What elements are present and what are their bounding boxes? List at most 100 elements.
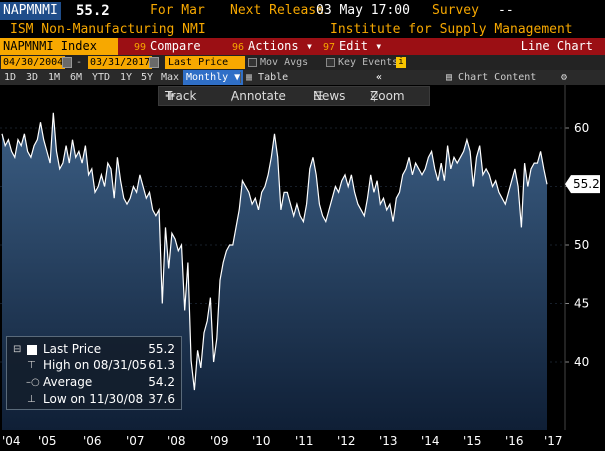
x-tick-label: '08 [167,434,186,448]
period-1m[interactable]: 1M [48,72,61,83]
high-icon: ⊤ [27,360,36,371]
legend-high: ⊤ High on 08/31/05 61.3 [7,357,183,374]
calendar-icon[interactable] [62,57,72,68]
x-tick-label: '11 [295,434,314,448]
last-value-tag: 55.2 [565,175,600,194]
next-release-label: Next Release [230,3,324,18]
legend-low: ⊥ Low on 11/30/08 37.6 [7,391,183,408]
legend-value: 61.3 [148,358,175,372]
annotate-label: Annotate [231,89,286,103]
x-tick-label: '06 [83,434,102,448]
legend-value: 55.2 [148,342,175,356]
edit-label: Edit ▾ [339,39,383,53]
collapse-icon[interactable]: « [376,72,383,83]
ticker-symbol[interactable]: NAPMNMI [0,2,61,20]
chart-type-label: Line Chart [520,39,593,53]
chart-content-icon: ▤ [446,72,459,83]
chart-legend[interactable]: ⊟ Last Price 55.2 ⊤ High on 08/31/05 61.… [6,336,182,410]
security-header: NAPMNMI 55.2 For Mar Next Release 03 May… [0,0,605,22]
period-label: For Mar [150,3,205,18]
actions-number: 96 [232,42,245,53]
chart-content-button[interactable]: ▤ Chart Content [446,70,536,85]
survey-label: Survey [432,3,479,18]
compare-button[interactable]: 99 Compare [134,38,201,55]
gear-icon[interactable]: ⚙ [561,72,568,83]
price-field-select[interactable]: Last Price [165,56,245,69]
period-1d[interactable]: 1D [4,72,17,83]
period-max[interactable]: Max [161,72,180,83]
x-tick-label: '12 [337,434,356,448]
legend-label: High on 08/31/05 [43,358,148,372]
legend-value: 37.6 [148,392,175,406]
info-icon[interactable]: i [396,57,406,68]
next-release-value: 03 May 17:00 [316,3,410,18]
calendar-icon[interactable] [149,57,159,68]
x-tick-label: '13 [379,434,398,448]
frequency-select[interactable]: Monthly ▼ [183,70,244,85]
mov-avgs-label: Mov Avgs [260,57,309,68]
series-source: Institute for Supply Management [330,22,573,37]
actions-menu[interactable]: 96 Actions ▾ [232,38,313,55]
function-toolbar: NAPMNMI Index 99 Compare 96 Actions ▾ 97 Ed… [0,38,605,55]
y-tick-label: 60 [574,121,589,135]
table-button[interactable]: ▦ Table [246,70,288,85]
x-tick-label: '15 [463,434,482,448]
chart-content-label: Chart Content [458,72,537,83]
table-icon: ▦ [246,72,259,83]
compare-label: Compare [150,39,201,53]
divider [240,72,241,83]
price-line [1,112,548,391]
zoom-icon: ⚲ [370,89,379,103]
y-tick-label: 50 [574,238,589,252]
average-icon: –○ [26,377,40,388]
period-bar: 1D 3D 1M 6M YTD 1Y 5Y Max Monthly ▼ ▦ Ta… [0,70,605,85]
edit-number: 97 [323,42,336,53]
x-tick-label: '05 [38,434,57,448]
period-6m[interactable]: 6M [70,72,83,83]
date-range-bar: 04/30/2004 - 03/31/2017 Last Price Mov A… [0,55,605,70]
series-name: ISM Non-Manufacturing NMI [10,22,206,37]
legend-average: –○ Average 54.2 [7,374,183,391]
legend-label: Average [43,375,93,389]
period-5y[interactable]: 5Y [141,72,154,83]
x-tick-label: '09 [210,434,229,448]
period-3d[interactable]: 3D [26,72,39,83]
start-date-field[interactable]: 04/30/2004 [1,56,66,69]
series-swatch [27,345,37,355]
low-icon: ⊥ [27,394,36,405]
end-date-field[interactable]: 03/31/2017 [88,56,153,69]
y-tick-label: 40 [574,355,589,369]
collapse-icon[interactable]: ⊟ [13,344,22,355]
x-tick-label: '07 [126,434,145,448]
actions-label: Actions ▾ [248,39,314,53]
legend-last-price: ⊟ Last Price 55.2 [7,341,183,358]
key-events-checkbox[interactable] [326,58,335,67]
date-separator: - [76,57,83,68]
key-events-label: Key Events [338,57,399,68]
news-label: News [313,89,346,103]
last-value-tag-text: 55.2 [573,177,600,191]
survey-value: -- [498,3,514,18]
track-icon: ✚ [165,89,176,103]
legend-label: Low on 11/30/08 [43,392,144,406]
zoom-label: Zoom [370,89,405,103]
compare-number: 99 [134,42,147,53]
description-row: ISM Non-Manufacturing NMI Institute for … [0,21,605,38]
table-label: Table [258,72,289,83]
legend-label: Last Price [43,342,102,356]
period-1y[interactable]: 1Y [120,72,133,83]
news-icon: ☰ [313,89,324,103]
edit-menu[interactable]: 97 Edit ▾ [323,38,382,55]
security-field[interactable]: NAPMNMI Index [0,38,118,55]
x-tick-label: '10 [252,434,271,448]
track-label: Track [165,89,197,103]
x-tick-label: '14 [421,434,440,448]
period-ytd[interactable]: YTD [92,72,111,83]
x-tick-label: '17 [544,434,563,448]
x-tick-label: '16 [505,434,524,448]
chart-tools: ✚ Track ∕ Annotate ☰ News ⚲ Zoom [158,86,430,106]
annotate-icon: ∕ [231,89,236,103]
mov-avgs-checkbox[interactable] [248,58,257,67]
legend-value: 54.2 [148,375,175,389]
y-tick-label: 45 [574,297,589,311]
